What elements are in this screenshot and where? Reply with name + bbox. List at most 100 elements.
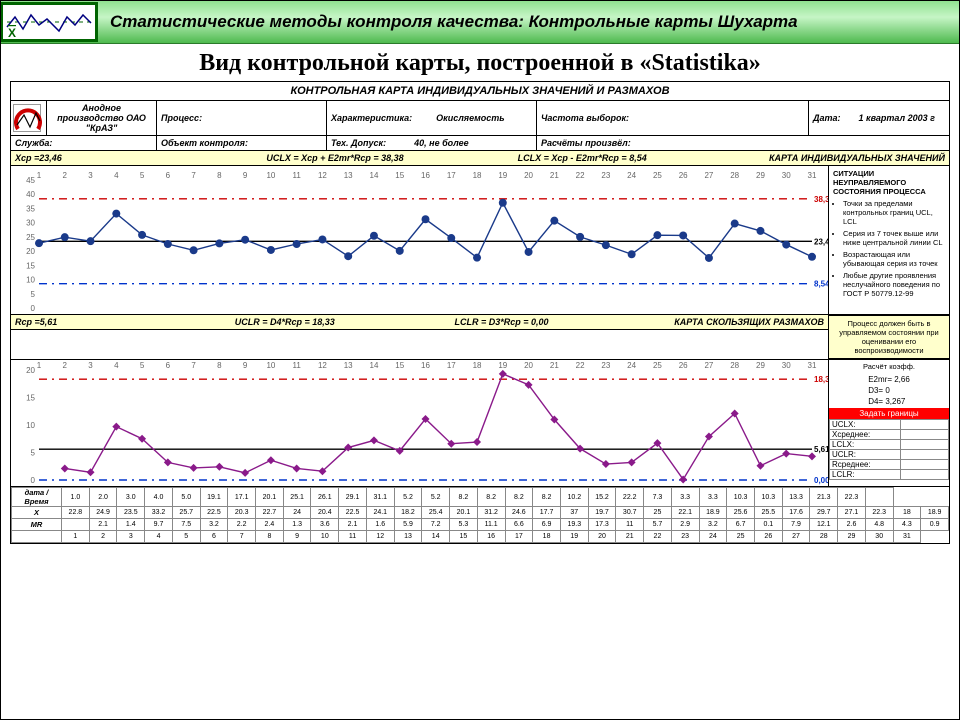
tol-val: 40, не более bbox=[414, 138, 469, 148]
d3: D3= 0 bbox=[865, 386, 913, 395]
svg-text:12: 12 bbox=[318, 171, 327, 180]
svg-text:5: 5 bbox=[31, 449, 36, 458]
svg-text:23: 23 bbox=[601, 171, 610, 180]
svg-text:5,61: 5,61 bbox=[814, 445, 828, 454]
svg-text:12: 12 bbox=[318, 361, 327, 370]
svg-text:15: 15 bbox=[26, 261, 35, 270]
svg-text:10: 10 bbox=[26, 421, 35, 430]
side-b4: Любые другие проявления неслучайного пов… bbox=[843, 271, 945, 298]
svg-text:5: 5 bbox=[140, 361, 145, 370]
set-limits-button[interactable]: Задать границы bbox=[829, 408, 949, 419]
svg-text:25: 25 bbox=[653, 171, 662, 180]
svg-text:22: 22 bbox=[576, 171, 585, 180]
char-val: Окисляемость bbox=[436, 113, 504, 123]
svg-text:29: 29 bbox=[756, 171, 765, 180]
svg-text:8,54: 8,54 bbox=[814, 280, 828, 289]
svg-text:28: 28 bbox=[730, 361, 739, 370]
data-table: дата / Время1.02.03.04.05.019.117.120.12… bbox=[11, 486, 949, 543]
svg-text:7: 7 bbox=[191, 171, 196, 180]
svg-text:0: 0 bbox=[31, 304, 36, 313]
x-strip: Xср =23,46 UCLX = Xср + E2mr*Rср = 38,38… bbox=[11, 151, 949, 166]
svg-text:10: 10 bbox=[266, 171, 275, 180]
svg-text:27: 27 bbox=[704, 171, 713, 180]
d4: D4= 3,267 bbox=[865, 397, 913, 406]
company-cell: Анодное производство ОАО "КрАЗ" bbox=[47, 101, 157, 135]
svg-text:19: 19 bbox=[498, 171, 507, 180]
svg-text:25: 25 bbox=[26, 233, 35, 242]
svg-text:40: 40 bbox=[26, 190, 35, 199]
svg-text:3: 3 bbox=[88, 361, 93, 370]
header-title: Статистические методы контроля качества:… bbox=[110, 12, 798, 32]
svg-text:27: 27 bbox=[704, 361, 713, 370]
svg-text:18: 18 bbox=[473, 361, 482, 370]
sheet-title: КОНТРОЛЬНАЯ КАРТА ИНДИВИДУАЛЬНЫХ ЗНАЧЕНИ… bbox=[11, 82, 949, 101]
svg-text:5: 5 bbox=[140, 171, 145, 180]
svg-text:14: 14 bbox=[370, 171, 379, 180]
svg-text:20: 20 bbox=[524, 171, 533, 180]
svg-text:4: 4 bbox=[114, 361, 119, 370]
process-cell: Процесс: bbox=[157, 101, 327, 135]
svg-text:31: 31 bbox=[808, 361, 817, 370]
page-subtitle: Вид контрольной карты, построенной в «St… bbox=[0, 44, 960, 81]
svg-text:23: 23 bbox=[601, 361, 610, 370]
header-bar: X Статистические методы контроля качеств… bbox=[0, 0, 960, 44]
svg-text:13: 13 bbox=[344, 361, 353, 370]
svg-text:19: 19 bbox=[498, 361, 507, 370]
hdr-row-2: Служба: Объект контроля: Тех. Допуск: 40… bbox=[11, 136, 949, 151]
svg-text:9: 9 bbox=[243, 361, 248, 370]
svg-text:3: 3 bbox=[88, 171, 93, 180]
svg-text:6: 6 bbox=[166, 171, 171, 180]
app-logo: X bbox=[0, 2, 98, 42]
svg-text:10: 10 bbox=[266, 361, 275, 370]
date-val: 1 квартал 2003 г bbox=[859, 113, 935, 123]
svg-text:38,38: 38,38 bbox=[814, 195, 828, 204]
svg-text:26: 26 bbox=[679, 171, 688, 180]
side-b3: Возрастающая или убывающая серия из точе… bbox=[843, 250, 945, 268]
svg-text:0,00: 0,00 bbox=[814, 476, 828, 485]
svg-text:11: 11 bbox=[293, 361, 302, 370]
svg-text:30: 30 bbox=[782, 171, 791, 180]
e2: E2mr= 2,66 bbox=[865, 375, 913, 384]
side-b2: Серия из 7 точек выше или ниже центральн… bbox=[843, 229, 945, 247]
char-lbl: Характеристика: bbox=[331, 113, 412, 123]
svg-text:21: 21 bbox=[550, 171, 559, 180]
svg-text:X: X bbox=[8, 26, 16, 39]
svg-text:26: 26 bbox=[679, 361, 688, 370]
svg-text:22: 22 bbox=[576, 361, 585, 370]
svg-text:0: 0 bbox=[31, 476, 36, 485]
hdr-row-1: Анодное производство ОАО "КрАЗ" Процесс:… bbox=[11, 101, 949, 136]
svg-text:20: 20 bbox=[26, 366, 35, 375]
who-cell: Расчёты произвёл: bbox=[537, 136, 949, 150]
svg-text:18,33: 18,33 bbox=[814, 375, 828, 384]
svg-text:2: 2 bbox=[63, 171, 68, 180]
side-coef: Расчёт коэфф. E2mr= 2,66 D3= 0 D4= 3,267… bbox=[829, 360, 949, 486]
svg-text:21: 21 bbox=[550, 361, 559, 370]
svg-text:1: 1 bbox=[37, 361, 42, 370]
svg-text:20: 20 bbox=[26, 247, 35, 256]
svg-text:24: 24 bbox=[627, 361, 636, 370]
svg-text:25: 25 bbox=[653, 361, 662, 370]
control-chart-sheet: КОНТРОЛЬНАЯ КАРТА ИНДИВИДУАЛЬНЫХ ЗНАЧЕНИ… bbox=[10, 81, 950, 544]
lclx: LCLX = Xср - E2mr*Rср = 8,54 bbox=[518, 153, 769, 163]
svg-text:16: 16 bbox=[421, 171, 430, 180]
svg-text:18: 18 bbox=[473, 171, 482, 180]
svg-text:24: 24 bbox=[627, 171, 636, 180]
svg-text:6: 6 bbox=[166, 361, 171, 370]
svg-text:20: 20 bbox=[524, 361, 533, 370]
tol-lbl: Тех. Допуск: bbox=[331, 138, 386, 148]
svg-text:29: 29 bbox=[756, 361, 765, 370]
coef-hdr: Расчёт коэфф. bbox=[829, 360, 949, 373]
svg-text:17: 17 bbox=[447, 361, 456, 370]
svg-text:15: 15 bbox=[395, 361, 404, 370]
freq-cell: Частота выборок: bbox=[537, 101, 809, 135]
svg-text:9: 9 bbox=[243, 171, 248, 180]
svg-text:45: 45 bbox=[26, 176, 35, 185]
r-chart: 0510152012345678910111213141516171819202… bbox=[11, 360, 828, 486]
side-yellow: Процесс должен быть в управляемом состоя… bbox=[829, 315, 949, 359]
svg-text:10: 10 bbox=[26, 276, 35, 285]
vendor-logo bbox=[13, 104, 41, 132]
svg-text:14: 14 bbox=[370, 361, 379, 370]
svg-text:17: 17 bbox=[447, 171, 456, 180]
svg-text:8: 8 bbox=[217, 171, 222, 180]
svg-text:31: 31 bbox=[808, 171, 817, 180]
